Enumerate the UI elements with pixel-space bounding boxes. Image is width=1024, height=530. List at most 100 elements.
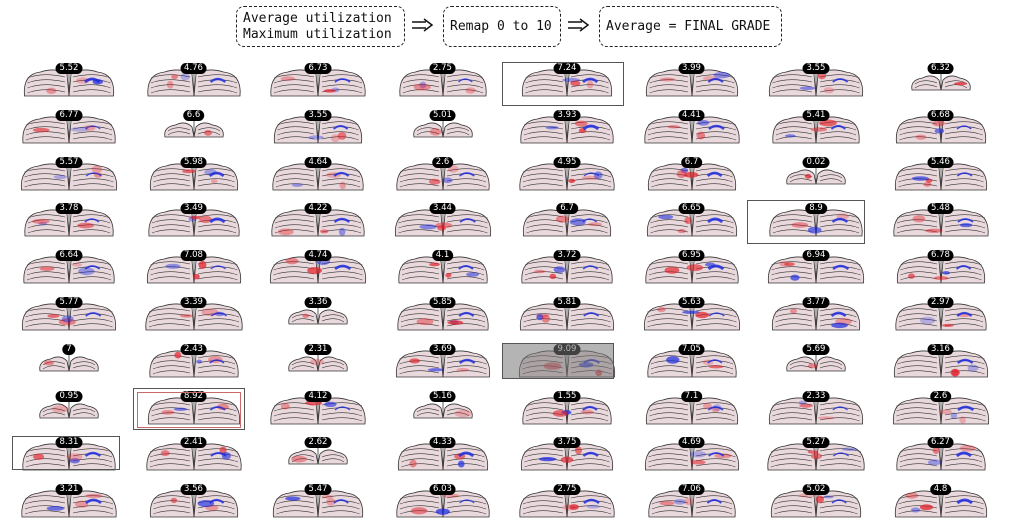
grade-badge: 3.49: [180, 203, 207, 215]
brain-slice-image: [394, 204, 491, 237]
brain-slice-image: [522, 391, 612, 424]
brain-slice-cell: 6.65: [637, 198, 761, 245]
grade-badge: 2.75: [553, 484, 581, 496]
brain-slice-image: [396, 298, 489, 331]
grade-badge: 4.12: [304, 390, 332, 402]
grade-badge: 4.41: [678, 109, 705, 121]
brain-slice-cell: 4.8: [886, 479, 1010, 526]
brain-slice-cell: 3.55: [263, 105, 387, 152]
grade-badge: 6.32: [927, 63, 954, 74]
grade-badge: 5.98: [180, 156, 207, 168]
brain-slice-image: [146, 64, 241, 97]
grade-badge: 0.02: [802, 156, 830, 168]
brain-slice-cell: 5.02: [761, 479, 885, 526]
grade-badge: 6.94: [802, 250, 830, 262]
brain-slice-cell: 2.41: [139, 432, 263, 479]
grade-badge: 7.08: [180, 250, 207, 262]
step-average-utilization-label: Average utilization: [243, 10, 392, 26]
brain-slice-image: [768, 64, 864, 97]
grade-badge: 3.72: [553, 250, 581, 262]
grade-badge: 2.41: [180, 437, 207, 449]
brain-slice-cell: 7.08: [139, 245, 263, 292]
step-utilization: Average utilization Maximum utilization: [236, 6, 405, 47]
brain-slice-image: [647, 157, 736, 190]
grade-badge: 6.95: [678, 250, 705, 262]
grade-badge: 7.05: [678, 343, 705, 355]
brain-slice-image: [24, 204, 114, 237]
grade-badge: 6.68: [927, 109, 954, 121]
grade-badge: 3.55: [304, 109, 332, 121]
brain-slice-image: [643, 298, 740, 331]
brain-slice-image: [146, 251, 241, 284]
brain-slice-image: [894, 157, 987, 190]
brain-slice-cell: 2.62: [263, 432, 387, 479]
brain-slice-image: [895, 438, 986, 471]
brain-slice-image: [892, 204, 989, 237]
brain-slice-cell: 6.03: [388, 479, 512, 526]
brain-slice-cell: 6.78: [886, 245, 1010, 292]
brain-slice-image: [519, 157, 615, 190]
brain-slice-cell: 8.9: [761, 198, 885, 245]
brain-slice-cell: 5.01: [388, 105, 512, 152]
brain-slice-cell: 4.95: [512, 152, 636, 199]
brain-slice-image: [521, 251, 613, 284]
grade-badge: 4.69: [678, 437, 705, 449]
grade-badge: 4.1: [431, 250, 454, 262]
brain-slice-cell: 0.02: [761, 152, 885, 199]
brain-slice-image: [163, 116, 224, 138]
grade-badge: 3.56: [180, 484, 207, 496]
brain-slice-cell: 7: [14, 339, 138, 386]
brain-slice-cell: 5.57: [14, 152, 138, 199]
grade-badge: 5.46: [927, 156, 954, 168]
grading-pipeline: Average utilization Maximum utilization …: [0, 0, 1024, 56]
brain-slice-cell: 2.75: [388, 58, 512, 105]
brain-slice-image: [894, 298, 987, 331]
brain-slice-image: [23, 251, 115, 284]
grade-badge: 5.01: [429, 109, 456, 121]
brain-slice-cell: 3.56: [139, 479, 263, 526]
brain-slice-cell: 7.1: [637, 386, 761, 433]
brain-slice-image: [519, 485, 615, 518]
brain-slice-image: [145, 438, 242, 471]
brain-slice-cell: 6.64: [14, 245, 138, 292]
grade-badge: 3.55: [802, 63, 830, 74]
brain-slice-cell: 2.6: [388, 152, 512, 199]
brain-slice-cell: 5.85: [388, 292, 512, 339]
grade-badge: 4.22: [304, 203, 332, 215]
brain-slice-image: [892, 391, 989, 424]
brain-slice-image: [395, 344, 490, 378]
brain-slice-cell: 5.77: [14, 292, 138, 339]
grade-badge: 7.06: [678, 484, 705, 496]
grade-badge: 5.85: [429, 297, 456, 308]
brain-slice-cell: 2.33: [761, 386, 885, 433]
brain-slice-image: [786, 163, 846, 184]
brain-slice-image: [896, 251, 985, 284]
grade-badge: 6.73: [304, 63, 332, 74]
grade-badge: 2.33: [802, 390, 830, 402]
brain-slice-cell: 5.69: [761, 339, 885, 386]
brain-slice-image: [272, 485, 364, 518]
brain-slice-image: [644, 251, 739, 284]
brain-slice-cell: 6.73: [263, 58, 387, 105]
brain-slice-cell: 4.22: [263, 198, 387, 245]
grade-badge: 3.69: [429, 343, 456, 355]
brain-slice-image: [39, 350, 99, 372]
brain-slice-image: [288, 304, 348, 325]
brain-slice-image: [398, 64, 487, 97]
grade-badge: 4.33: [429, 437, 456, 449]
brain-slice-image: [645, 391, 738, 424]
grade-badge: 5.63: [678, 297, 705, 308]
brain-slice-cell: 3.78: [14, 198, 138, 245]
grade-badge: 2.6: [929, 390, 952, 402]
brain-slice-cell: 3.44: [388, 198, 512, 245]
brain-slice-image: [786, 350, 846, 372]
brain-slice-grid: 5.52 6.77 5.57 3.78 6.64 5.77 7 0.95 8.31 3.21 4.7…: [0, 56, 1024, 530]
grade-badge: 3.78: [55, 203, 83, 215]
brain-slice-image: [395, 485, 490, 518]
brain-slice-cell: 9.09: [512, 339, 636, 386]
grade-badge: 8.31: [55, 437, 83, 449]
grade-badge: 2.43: [180, 343, 207, 355]
brain-slice-image: [644, 438, 739, 471]
grade-badge: 0.95: [55, 390, 83, 402]
double-arrow-right-icon: [412, 18, 434, 32]
